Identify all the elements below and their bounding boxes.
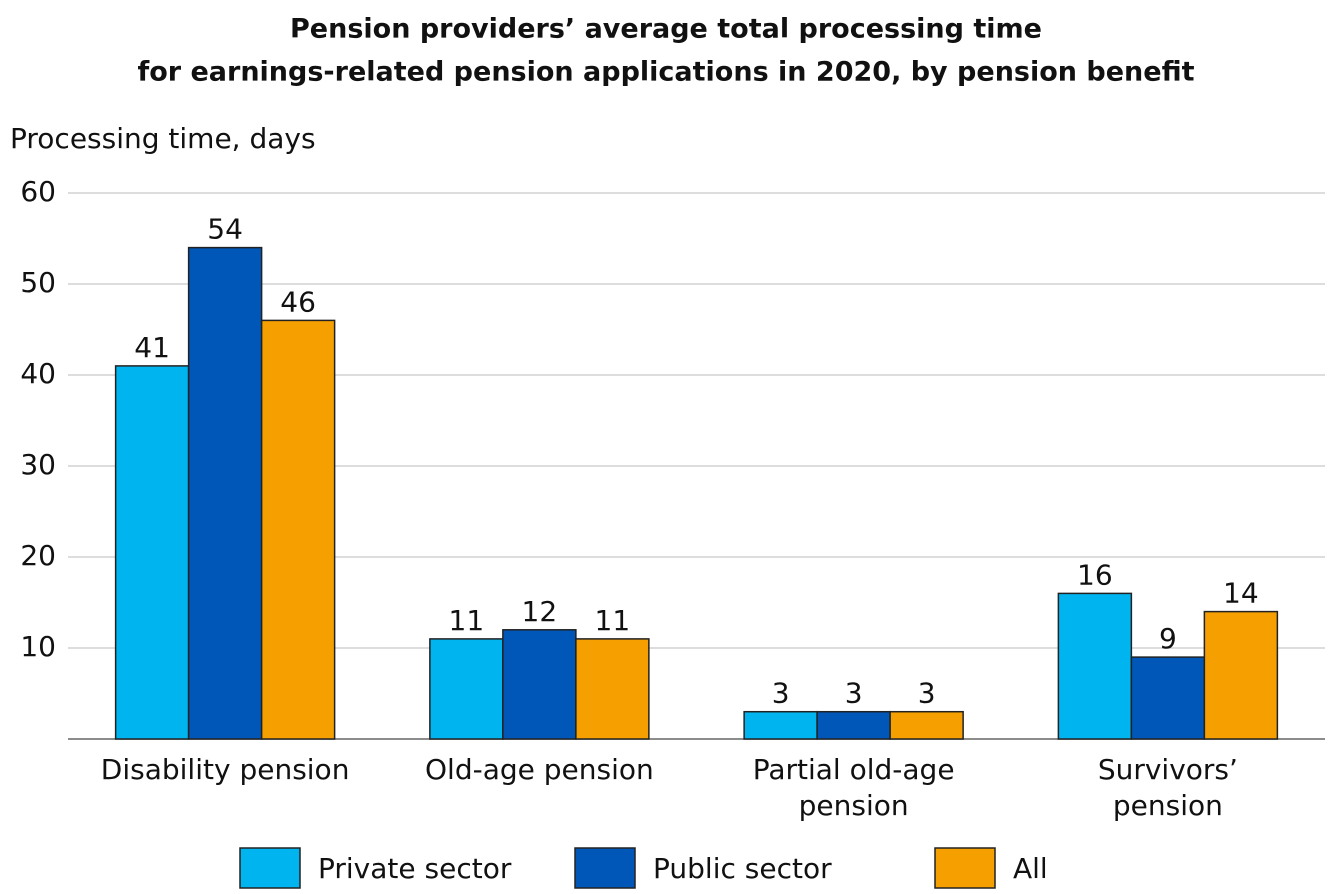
y-tick-label: 30 [20,448,56,481]
data-label: 11 [449,604,485,637]
x-tick-label: Disability pension [100,753,350,786]
x-tick-label: Survivors’ pension [1097,753,1238,822]
data-label: 9 [1159,622,1177,655]
bar [575,638,650,740]
data-label: 41 [134,331,170,364]
bar [187,246,263,740]
data-label: 3 [772,677,790,710]
data-label: 14 [1223,577,1259,610]
y-tick-label: 40 [20,357,56,390]
bar [816,710,891,740]
data-label: 54 [207,213,243,246]
y-tick-label: 60 [20,175,56,208]
x-tick-label: Partial old-age pension [752,753,955,822]
bar [1203,610,1279,740]
legend-label: Public sector [653,852,832,885]
data-label: 3 [918,677,936,710]
bar [260,319,336,740]
data-label: 11 [595,604,631,637]
chart-title: Pension providers’ average total process… [290,14,1042,45]
data-label: 16 [1077,558,1113,591]
y-tick-label: 10 [20,630,56,663]
legend-label: Private sector [318,852,512,885]
bar [114,365,190,740]
y-tick-label: 20 [20,539,56,572]
chart-title: for earnings-related pension application… [137,57,1194,88]
bar [1130,656,1206,740]
bar [1057,592,1133,740]
bar [889,710,964,740]
data-label: 3 [845,677,863,710]
y-tick-label: 50 [20,266,56,299]
legend-swatch [574,847,636,889]
data-label: 12 [522,595,558,628]
legend-swatch [239,847,301,889]
data-label: 46 [280,285,316,318]
y-axis-label: Processing time, days [10,122,316,155]
x-tick-label: Old-age pension [425,753,654,786]
legend-swatch [934,847,996,889]
bar [743,710,818,740]
bar [502,629,577,740]
bar [429,638,504,740]
legend-label: All [1013,852,1048,885]
